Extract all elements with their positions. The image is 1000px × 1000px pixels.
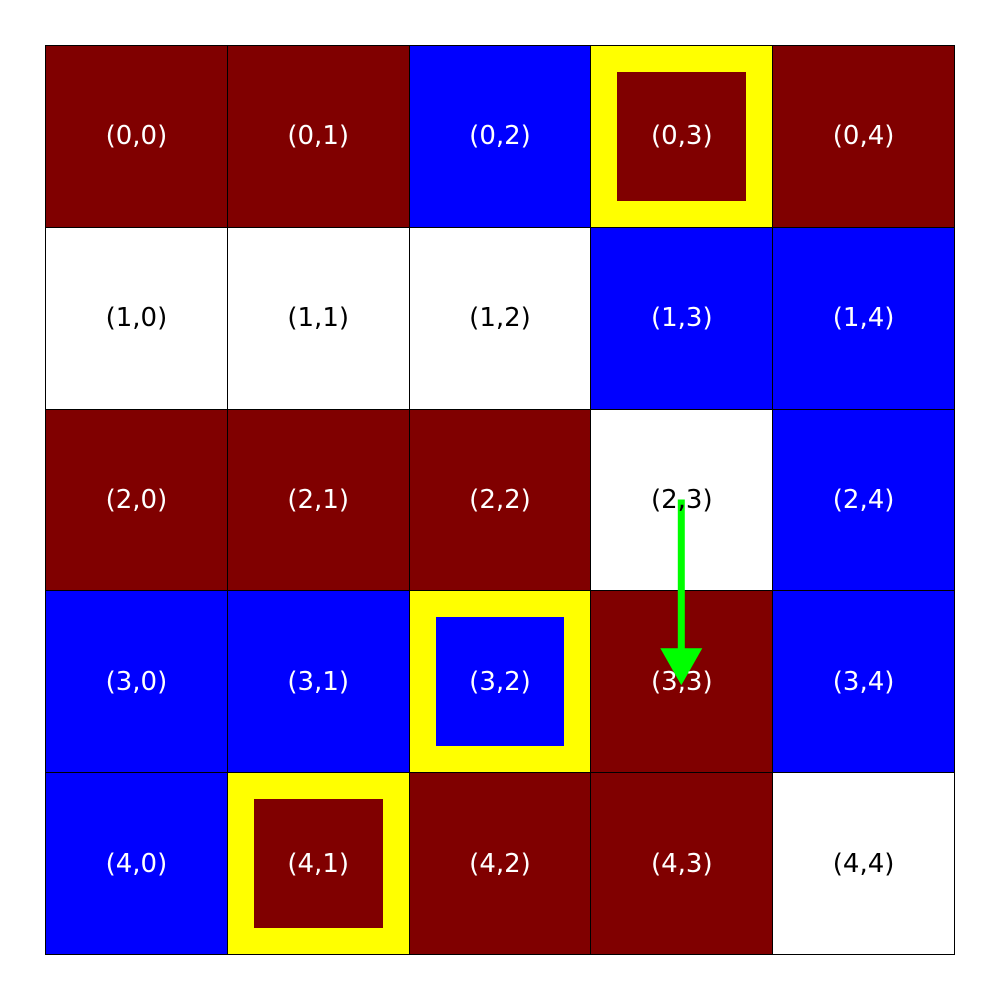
grid-cell-0-2[interactable]: (0,2) <box>408 45 592 228</box>
grid-cell-2-3[interactable]: (2,3) <box>590 408 774 592</box>
grid-cell-1-3[interactable]: (1,3) <box>590 226 774 410</box>
cell-label: (1,4) <box>832 303 895 334</box>
grid-cell-4-4[interactable]: (4,4) <box>772 772 955 955</box>
cell-label: (3,2) <box>469 666 531 697</box>
cell-label: (0,4) <box>832 121 895 152</box>
cell-label: (4,2) <box>469 848 531 879</box>
cell-label: (4,4) <box>832 848 895 879</box>
cell-label: (3,1) <box>287 666 350 697</box>
cell-label: (0,0) <box>105 121 168 152</box>
cell-label: (2,0) <box>105 484 168 515</box>
cell-label: (4,1) <box>287 848 350 879</box>
grid-cell-1-2[interactable]: (1,2) <box>408 226 592 410</box>
grid-cell-4-0[interactable]: (4,0) <box>45 772 228 955</box>
cell-label: (2,4) <box>832 484 895 515</box>
cell-label: (2,3) <box>650 484 713 515</box>
cell-label: (4,0) <box>105 848 168 879</box>
cell-label: (1,0) <box>105 303 168 334</box>
grid-cell-0-3[interactable]: (0,3) <box>590 45 774 228</box>
grid-cell-0-0[interactable]: (0,0) <box>45 45 228 228</box>
cell-label: (0,2) <box>469 121 531 152</box>
highlight-frame <box>409 591 591 773</box>
cell-label: (3,3) <box>650 666 713 697</box>
grid-cell-2-4[interactable]: (2,4) <box>772 408 955 592</box>
cell-label: (1,1) <box>287 303 350 334</box>
grid-cell-4-3[interactable]: (4,3) <box>590 772 774 955</box>
cell-label: (2,2) <box>469 484 531 515</box>
grid-cell-2-0[interactable]: (2,0) <box>45 408 228 592</box>
cell-label: (0,3) <box>650 121 713 152</box>
grid-cell-1-4[interactable]: (1,4) <box>772 226 955 410</box>
highlight-frame <box>227 773 409 954</box>
cell-label: (3,4) <box>832 666 895 697</box>
grid-cell-0-4[interactable]: (0,4) <box>772 45 955 228</box>
cell-label: (3,0) <box>105 666 168 697</box>
cell-label: (1,3) <box>650 303 713 334</box>
grid-cell-4-1[interactable]: (4,1) <box>226 772 410 955</box>
grid-cell-3-1[interactable]: (3,1) <box>226 590 410 774</box>
grid-cell-2-1[interactable]: (2,1) <box>226 408 410 592</box>
cell-label: (0,1) <box>287 121 350 152</box>
cell-label: (2,1) <box>287 484 350 515</box>
grid-cell-3-4[interactable]: (3,4) <box>772 590 955 774</box>
grid-cell-2-2[interactable]: (2,2) <box>408 408 592 592</box>
cell-label: (4,3) <box>650 848 713 879</box>
grid-cell-0-1[interactable]: (0,1) <box>226 45 410 228</box>
game-grid: (0,0) (0,1) (0,2) (0,3) (0,4) (1,0) (1,1) (1,2)… <box>45 45 955 955</box>
grid-cell-1-0[interactable]: (1,0) <box>45 226 228 410</box>
grid-cell-3-2[interactable]: (3,2) <box>408 590 592 774</box>
cell-label: (1,2) <box>469 303 531 334</box>
highlight-frame <box>591 46 773 227</box>
grid-cell-1-1[interactable]: (1,1) <box>226 226 410 410</box>
grid-cell-3-0[interactable]: (3,0) <box>45 590 228 774</box>
grid-cell-4-2[interactable]: (4,2) <box>408 772 592 955</box>
grid-cell-3-3[interactable]: (3,3) <box>590 590 774 774</box>
